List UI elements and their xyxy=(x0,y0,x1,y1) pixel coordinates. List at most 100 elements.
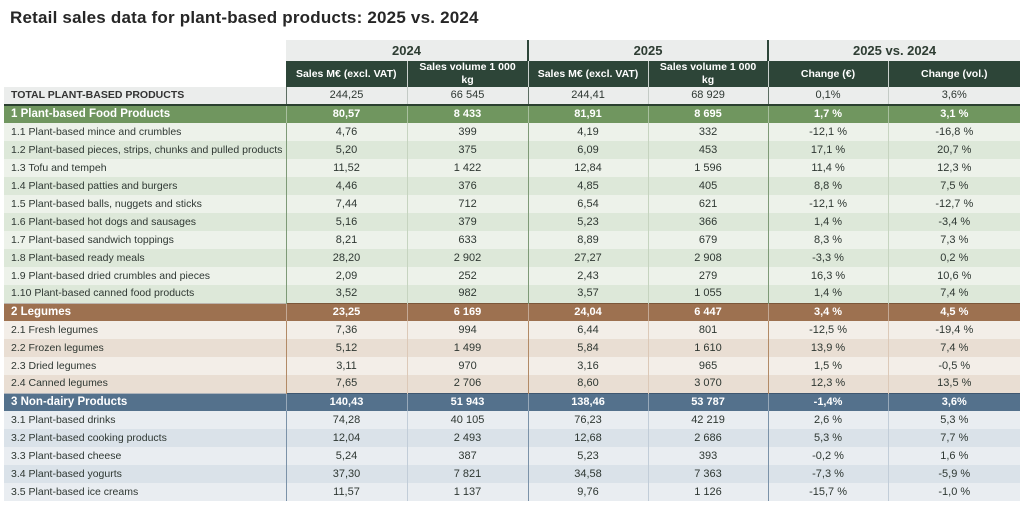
cell-volume-2025: 366 xyxy=(647,213,769,231)
row-label: 1.4 Plant-based patties and burgers xyxy=(4,177,286,195)
cell-sales-2024: 5,16 xyxy=(285,213,407,231)
page-title: Retail sales data for plant-based produc… xyxy=(10,8,479,27)
table-row: 2.3 Dried legumes 3,11 970 3,16 965 1,5 % -0,5… xyxy=(4,357,1021,375)
table-row: 3.4 Plant-based yogurts 37,30 7 821 34,58 7 … xyxy=(4,465,1021,483)
cell-volume-2024: 387 xyxy=(406,447,529,465)
cell-sales-2025: 34,58 xyxy=(527,465,649,483)
year-band-row: 2024 2025 2025 vs. 2024 xyxy=(4,40,1021,61)
row-label: 1 Plant-based Food Products xyxy=(4,104,286,123)
cell-sales-2024: 11,57 xyxy=(285,483,407,501)
cell-volume-2024: 994 xyxy=(406,321,529,339)
band-2025: 2025 xyxy=(527,40,769,61)
cell-change-value: -7,3 % xyxy=(767,465,889,483)
column-header-row: Sales M€ (excl. VAT) Sales volume 1 000 … xyxy=(4,61,1021,87)
row-label: 2.1 Fresh legumes xyxy=(4,321,286,339)
cell-sales-2025: 76,23 xyxy=(527,411,649,429)
table-row: 3.3 Plant-based cheese 5,24 387 5,23 393 -0,2… xyxy=(4,447,1021,465)
cell-sales-2024: 5,24 xyxy=(285,447,407,465)
row-label: TOTAL PLANT-BASED PRODUCTS xyxy=(4,87,286,105)
cell-volume-2025: 801 xyxy=(647,321,769,339)
cell-volume-2025: 621 xyxy=(647,195,769,213)
row-label: 2.2 Frozen legumes xyxy=(4,339,286,357)
cell-sales-2024: 140,43 xyxy=(285,392,407,411)
table-row: 3.1 Plant-based drinks 74,28 40 105 76,23 42… xyxy=(4,411,1021,429)
cell-sales-2024: 8,21 xyxy=(285,231,407,249)
cell-change-value: 8,8 % xyxy=(767,177,889,195)
cell-sales-2024: 28,20 xyxy=(285,249,407,267)
cell-sales-2025: 9,76 xyxy=(527,483,649,501)
row-label: 1.9 Plant-based dried crumbles and piece… xyxy=(4,267,286,285)
column-header-volume-2024: Sales volume 1 000 kg xyxy=(406,61,529,87)
row-label: 1.2 Plant-based pieces, strips, chunks a… xyxy=(4,141,286,159)
row-label: 1.5 Plant-based balls, nuggets and stick… xyxy=(4,195,286,213)
cell-sales-2024: 74,28 xyxy=(285,411,407,429)
cell-volume-2025: 679 xyxy=(647,231,769,249)
cell-change-volume: 7,7 % xyxy=(887,429,1021,447)
cell-change-volume: -3,4 % xyxy=(887,213,1021,231)
cell-change-value: 8,3 % xyxy=(767,231,889,249)
cell-sales-2025: 8,60 xyxy=(527,375,649,393)
cell-change-value: 12,3 % xyxy=(767,375,889,393)
table-row: 1 Plant-based Food Products 80,57 8 433 81,… xyxy=(4,104,1021,123)
table-body: TOTAL PLANT-BASED PRODUCTS 244,25 66 545 24… xyxy=(4,87,1021,501)
table-row: 1.4 Plant-based patties and burgers 4,46 3… xyxy=(4,177,1021,195)
row-label: 3.5 Plant-based ice creams xyxy=(4,483,286,501)
table-row: 3 Non-dairy Products 140,43 51 943 138,46 53… xyxy=(4,392,1021,411)
cell-change-volume: -19,4 % xyxy=(887,321,1021,339)
cell-change-volume: 20,7 % xyxy=(887,141,1021,159)
row-label: 2 Legumes xyxy=(4,302,286,321)
column-header-change-value: Change (€) xyxy=(767,61,889,87)
cell-volume-2024: 7 821 xyxy=(406,465,529,483)
cell-volume-2024: 1 137 xyxy=(406,483,529,501)
cell-change-volume: 7,5 % xyxy=(887,177,1021,195)
cell-change-value: -15,7 % xyxy=(767,483,889,501)
cell-sales-2024: 3,52 xyxy=(285,285,407,303)
cell-change-value: -12,5 % xyxy=(767,321,889,339)
table-row: TOTAL PLANT-BASED PRODUCTS 244,25 66 545 24… xyxy=(4,87,1021,105)
cell-volume-2025: 8 695 xyxy=(647,104,769,123)
table-row: 3.2 Plant-based cooking products 12,04 2 4… xyxy=(4,429,1021,447)
cell-volume-2025: 1 610 xyxy=(647,339,769,357)
cell-volume-2025: 42 219 xyxy=(647,411,769,429)
cell-change-value: 1,5 % xyxy=(767,357,889,375)
cell-change-value: 1,7 % xyxy=(767,104,889,123)
cell-sales-2025: 27,27 xyxy=(527,249,649,267)
cell-change-value: 1,4 % xyxy=(767,213,889,231)
table-row: 1.3 Tofu and tempeh 11,52 1 422 12,84 1 596 1… xyxy=(4,159,1021,177)
cell-volume-2024: 970 xyxy=(406,357,529,375)
cell-change-value: -3,3 % xyxy=(767,249,889,267)
cell-sales-2025: 3,16 xyxy=(527,357,649,375)
cell-volume-2025: 279 xyxy=(647,267,769,285)
cell-sales-2024: 12,04 xyxy=(285,429,407,447)
cell-change-value: -12,1 % xyxy=(767,195,889,213)
cell-volume-2025: 1 126 xyxy=(647,483,769,501)
cell-sales-2024: 244,25 xyxy=(285,87,407,105)
cell-volume-2024: 982 xyxy=(406,285,529,303)
row-label: 3.2 Plant-based cooking products xyxy=(4,429,286,447)
cell-sales-2024: 23,25 xyxy=(285,302,407,321)
cell-volume-2024: 8 433 xyxy=(406,104,529,123)
cell-change-volume: 3,1 % xyxy=(887,104,1021,123)
cell-sales-2024: 3,11 xyxy=(285,357,407,375)
row-label: 1.7 Plant-based sandwich toppings xyxy=(4,231,286,249)
cell-volume-2024: 1 422 xyxy=(406,159,529,177)
row-label: 1.3 Tofu and tempeh xyxy=(4,159,286,177)
cell-change-volume: 7,3 % xyxy=(887,231,1021,249)
cell-sales-2025: 244,41 xyxy=(527,87,649,105)
cell-change-value: -12,1 % xyxy=(767,123,889,141)
cell-volume-2025: 53 787 xyxy=(647,392,769,411)
cell-change-value: 5,3 % xyxy=(767,429,889,447)
cell-volume-2024: 379 xyxy=(406,213,529,231)
row-label: 2.3 Dried legumes xyxy=(4,357,286,375)
table-row: 1.9 Plant-based dried crumbles and piece… xyxy=(4,267,1021,285)
cell-sales-2025: 3,57 xyxy=(527,285,649,303)
row-label: 3.4 Plant-based yogurts xyxy=(4,465,286,483)
cell-change-volume: 12,3 % xyxy=(887,159,1021,177)
table-row: 2.1 Fresh legumes 7,36 994 6,44 801 -12,5 % -1… xyxy=(4,321,1021,339)
cell-sales-2025: 6,54 xyxy=(527,195,649,213)
table-row: 1.2 Plant-based pieces, strips, chunks a… xyxy=(4,141,1021,159)
cell-sales-2025: 12,84 xyxy=(527,159,649,177)
cell-volume-2024: 633 xyxy=(406,231,529,249)
sales-table: 2024 2025 2025 vs. 2024 Sales M€ (excl. … xyxy=(4,40,1021,501)
